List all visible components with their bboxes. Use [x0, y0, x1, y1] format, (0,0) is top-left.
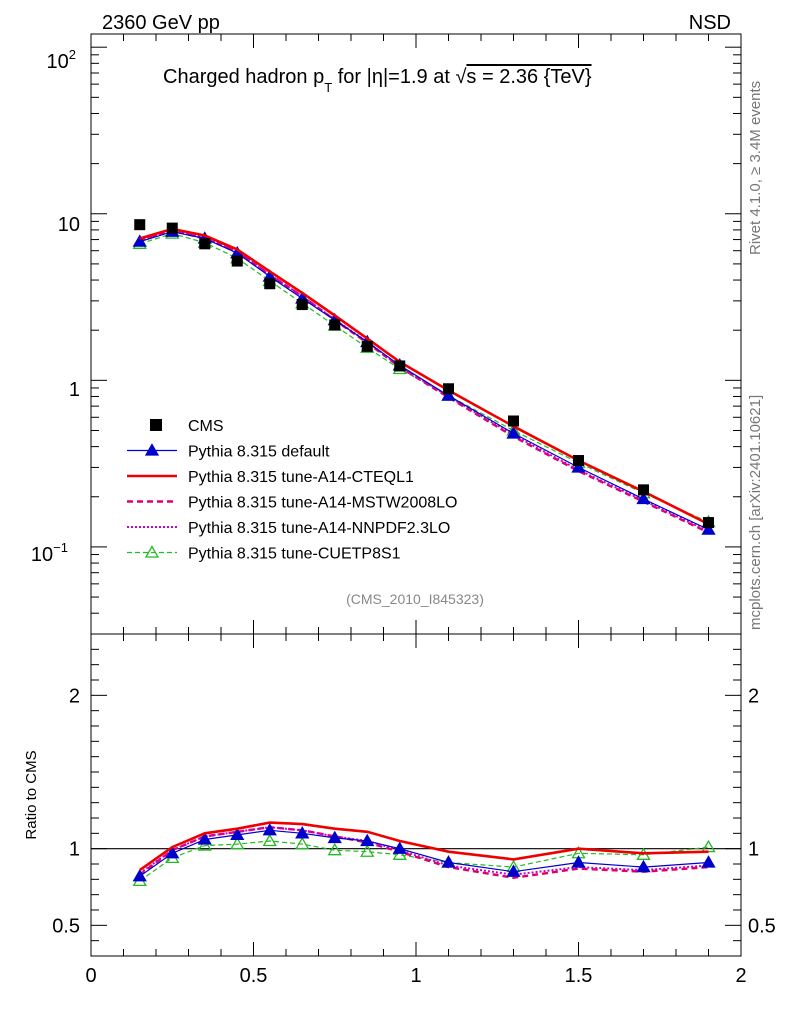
- ratio-marker-pythia-8-315-tune-cuetp8s1: [197, 838, 212, 851]
- ratio-tick-labels: 0.5 0.5 1 1 2 2: [52, 685, 776, 937]
- ratio-y-tick-label: 0.5: [52, 915, 80, 937]
- header-right: NSD: [689, 12, 731, 34]
- series-line-pythia-8-315-tune-a14-mstw2008lo: [139, 229, 710, 534]
- series-line-pythia-8-315-tune-a14-cteql1: [139, 227, 710, 526]
- chart-title: Charged hadron pT for |η|=1.9 at √s = 2.…: [163, 66, 592, 95]
- analysis-label: (CMS_2010_I845323): [346, 591, 484, 607]
- legend-label: Pythia 8.315 tune-A14-NNPDF2.3LO: [188, 520, 450, 537]
- ratio-marker-pythia-8-315-default: [165, 845, 180, 859]
- ratio-marker-pythia-8-315-default: [636, 859, 651, 873]
- ratio-marker-pythia-8-315-default: [360, 833, 375, 847]
- data-point-cms: [134, 219, 146, 231]
- x-tick-label: 0.5: [240, 965, 268, 987]
- ratio-line-pythia-8-315-tune-cuetp8s1: [139, 840, 709, 882]
- data-point-cms: [231, 255, 243, 267]
- data-point-cms: [361, 340, 373, 352]
- ratio-marker-pythia-8-315-default: [441, 855, 456, 868]
- ratio-marker-pythia-8-315-default: [506, 864, 521, 877]
- x-tick-label: 1: [410, 965, 421, 987]
- rivet-label: Rivet 4.1.0, ≥ 3.4M events: [747, 81, 764, 255]
- data-point-cms: [296, 299, 308, 311]
- legend: CMS Pythia 8.315 default Pythia 8.315 tune…: [127, 418, 457, 563]
- legend-marker: [144, 545, 160, 558]
- ratio-marker-pythia-8-315-default: [262, 822, 277, 836]
- ratio-marker-pythia-8-315-default: [327, 830, 342, 844]
- data-point-cms: [329, 319, 341, 331]
- marker-pythia-8-315-default: [571, 460, 586, 473]
- ratio-marker-pythia-8-315-default: [571, 855, 586, 868]
- x-tick-label: 1.5: [565, 965, 593, 987]
- main-panel-frame: [90, 33, 742, 635]
- legend-marker: [144, 443, 160, 456]
- ratio-line-pythia-8-315-tune-a14-nnpdf2-3lo: [139, 826, 709, 876]
- ratio-y-axis-label: Ratio to CMS: [23, 750, 40, 839]
- ratio-marker-pythia-8-315-default: [132, 868, 147, 882]
- legend-label: Pythia 8.315 default: [188, 444, 330, 461]
- legend-label: Pythia 8.315 tune-CUETP8S1: [188, 546, 401, 563]
- legend-label: Pythia 8.315 tune-A14-CTEQL1: [188, 469, 414, 486]
- data-point-cms: [166, 222, 178, 234]
- ratio-marker-pythia-8-315-tune-cuetp8s1: [262, 833, 277, 847]
- ratio-marker-pythia-8-315-default: [230, 827, 245, 841]
- mcplots-label: mcplots.cern.ch [arXiv:2401.10621]: [747, 395, 764, 630]
- ratio-marker-pythia-8-315-default: [392, 841, 407, 854]
- ratio-y-tick-label-right: 1: [748, 839, 759, 861]
- data-point-cms: [638, 484, 649, 496]
- y-tick-label-1: 1: [69, 379, 80, 401]
- data-point-cms: [443, 383, 454, 395]
- ratio-y-tick-label: 1: [69, 839, 80, 861]
- marker-pythia-8-315-default: [506, 426, 521, 439]
- ratio-y-tick-label: 2: [69, 685, 80, 707]
- ratio-line-pythia-8-315-default: [139, 829, 709, 877]
- x-tick-label: 0: [85, 965, 96, 987]
- x-tick-label: 2: [735, 965, 746, 987]
- data-point-cms: [264, 278, 276, 290]
- header-left: 2360 GeV pp: [102, 12, 220, 34]
- legend-label: Pythia 8.315 tune-A14-MSTW2008LO: [188, 495, 457, 512]
- main-series-layer: [132, 219, 716, 535]
- y-tick-label-100: 102: [47, 47, 76, 73]
- data-point-cms: [199, 238, 211, 250]
- ratio-series-layer: [132, 821, 716, 887]
- marker-pythia-8-315-default: [636, 491, 651, 505]
- y-tick-label-10: 10: [58, 214, 80, 236]
- data-point-cms: [703, 517, 714, 529]
- ratio-marker-pythia-8-315-default: [295, 826, 310, 839]
- ratio-marker-pythia-8-315-default: [701, 855, 716, 868]
- x-tick-labels: 0 0.5 1 1.5 2: [85, 965, 746, 987]
- ratio-marker-pythia-8-315-default: [197, 832, 212, 845]
- ratio-y-tick-label-right: 2: [748, 685, 759, 707]
- ratio-marker-pythia-8-315-tune-cuetp8s1: [360, 844, 375, 857]
- data-point-cms: [573, 455, 584, 467]
- ratio-line-pythia-8-315-tune-a14-cteql1: [139, 821, 709, 872]
- marker-pythia-8-315-default: [132, 234, 147, 247]
- marker-pythia-8-315-default: [441, 388, 456, 401]
- legend-label: CMS: [188, 418, 224, 435]
- y-tick-label-0.1: 10−1: [31, 540, 68, 566]
- ratio-y-tick-label-right: 0.5: [748, 915, 776, 937]
- ratio-marker-pythia-8-315-tune-cuetp8s1: [701, 839, 716, 853]
- data-point-cms: [508, 415, 519, 427]
- marker-pythia-8-315-default: [701, 522, 716, 535]
- ratio-marker-pythia-8-315-tune-cuetp8s1: [230, 836, 245, 850]
- data-point-cms: [394, 360, 406, 372]
- ratio-panel-frame: [90, 633, 742, 957]
- ratio-marker-pythia-8-315-tune-cuetp8s1: [295, 836, 310, 850]
- ratio-marker-pythia-8-315-tune-cuetp8s1: [327, 842, 342, 856]
- legend-marker-cms: [150, 419, 162, 431]
- ratio-marker-pythia-8-315-tune-cuetp8s1: [392, 847, 407, 860]
